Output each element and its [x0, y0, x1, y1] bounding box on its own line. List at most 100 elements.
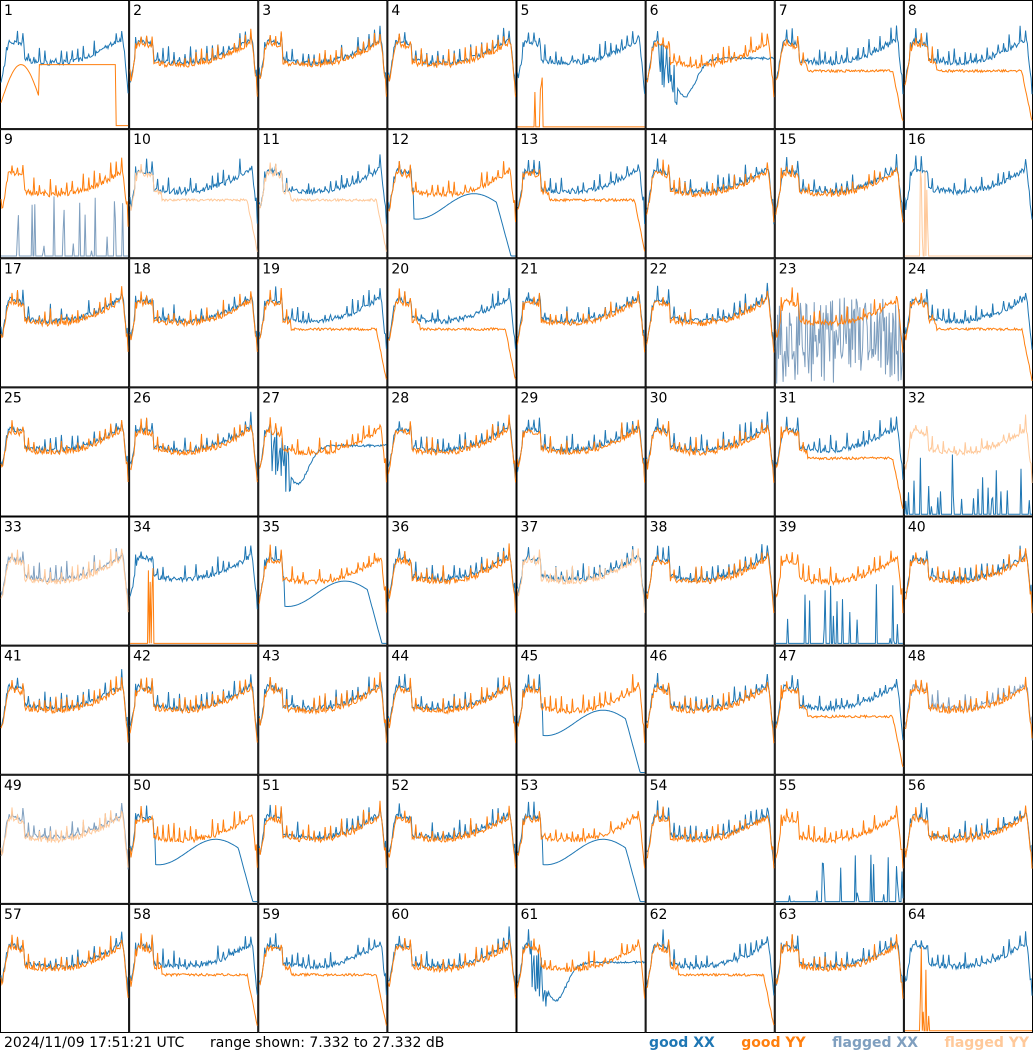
series-yy-45 [517, 674, 646, 744]
panel-label: 39 [779, 520, 797, 536]
series-xx-22 [646, 282, 775, 350]
series-yy-49 [0, 807, 129, 868]
panel-frame [0, 774, 130, 904]
panel-label: 17 [4, 261, 22, 277]
panel-63: 63 [774, 903, 904, 1033]
legend: good XX good YY flagged XX flagged YY [627, 1033, 1029, 1053]
panel-label: 28 [391, 390, 409, 406]
panel-10: 10 [129, 129, 259, 259]
panel-1: 1 [0, 0, 130, 130]
series-yy-48 [904, 676, 1033, 739]
panel-frame [129, 258, 259, 388]
panel-frame [645, 516, 775, 646]
series-yy-24 [904, 292, 1033, 382]
panel-label: 11 [262, 132, 280, 148]
panel-61: 61 [516, 903, 646, 1033]
series-xx-26 [129, 411, 258, 480]
panel-frame [0, 387, 130, 517]
series-yy-27 [258, 417, 387, 483]
series-xx-38 [646, 544, 775, 610]
panel-frame [645, 129, 775, 259]
series-xx-33 [0, 548, 129, 610]
panel-label: 15 [779, 132, 797, 148]
panel-60: 60 [387, 903, 517, 1033]
panel-19: 19 [258, 258, 388, 388]
panel-label: 26 [133, 390, 151, 406]
series-yy-17 [0, 286, 129, 352]
panel-label: 8 [908, 3, 917, 19]
series-xx-60 [388, 926, 516, 996]
series-xx-61 [517, 929, 645, 1007]
series-xx-32 [904, 454, 1032, 515]
panel-21: 21 [516, 258, 646, 388]
panel-label: 21 [521, 261, 539, 277]
series-yy-59 [258, 944, 387, 1026]
panel-33: 33 [0, 516, 130, 646]
series-xx-9 [1, 196, 129, 257]
series-xx-37 [517, 545, 646, 610]
panel-frame [258, 903, 388, 1033]
panel-label: 35 [262, 520, 280, 536]
footer: 2024/11/09 17:51:21 UTC range shown: 7.3… [0, 1033, 1033, 1053]
panel-label: 5 [521, 3, 530, 19]
panel-frame [129, 516, 259, 646]
panel-frame [258, 129, 388, 259]
panel-26: 26 [129, 387, 259, 517]
series-yy-13 [517, 169, 646, 252]
panel-36: 36 [387, 516, 517, 646]
series-xx-53 [517, 801, 645, 903]
series-yy-57 [0, 934, 129, 998]
panel-50: 50 [129, 774, 259, 904]
panel-frame [387, 258, 517, 388]
series-xx-63 [775, 934, 904, 996]
panel-frame [774, 645, 904, 775]
panel-label: 63 [779, 907, 797, 923]
panel-frame [0, 129, 130, 259]
panel-frame [774, 258, 904, 388]
panel-25: 25 [0, 387, 130, 517]
panel-frame [258, 387, 388, 517]
series-xx-51 [258, 804, 387, 870]
panel-frame [387, 387, 517, 517]
panel-frame [774, 774, 904, 904]
panel-label: 62 [650, 907, 668, 923]
series-xx-54 [646, 800, 775, 866]
series-yy-47 [775, 681, 904, 768]
panel-64: 64 [903, 903, 1033, 1033]
panel-34: 34 [129, 516, 259, 646]
series-xx-23 [775, 297, 904, 384]
series-xx-21 [517, 291, 646, 350]
panel-49: 49 [0, 774, 130, 904]
panel-frame [903, 0, 1033, 130]
series-xx-28 [387, 421, 516, 480]
panel-label: 36 [391, 520, 409, 536]
panel-label: 38 [650, 520, 668, 536]
series-yy-39 [775, 550, 904, 614]
series-yy-34 [130, 568, 258, 644]
legend-good-xx: good XX [649, 1035, 715, 1051]
panel-label: 16 [908, 132, 926, 148]
series-yy-8 [904, 33, 1033, 121]
panel-55: 55 [774, 774, 904, 904]
timestamp: 2024/11/09 17:51:21 UTC [4, 1035, 185, 1051]
series-xx-64 [904, 931, 1033, 996]
series-yy-58 [129, 933, 258, 1026]
panel-frame [0, 903, 130, 1033]
series-xx-8 [904, 25, 1033, 95]
panel-label: 12 [391, 132, 409, 148]
panel-frame [903, 387, 1033, 517]
panel-frame [258, 516, 388, 646]
panel-label: 51 [262, 778, 280, 794]
series-xx-29 [517, 417, 646, 480]
series-yy-63 [775, 934, 904, 999]
series-xx-47 [775, 675, 904, 741]
panel-frame [516, 0, 646, 130]
series-xx-55 [775, 854, 904, 903]
panel-label: 48 [908, 649, 926, 665]
series-yy-56 [904, 805, 1033, 869]
panel-label: 3 [262, 3, 271, 19]
series-xx-13 [517, 159, 646, 225]
panel-37: 37 [516, 516, 646, 646]
series-yy-6 [646, 32, 775, 98]
